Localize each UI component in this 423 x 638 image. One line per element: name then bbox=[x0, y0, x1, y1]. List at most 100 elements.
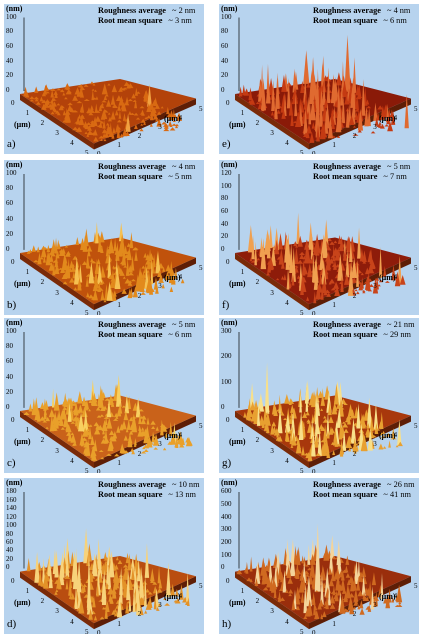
surface-peak bbox=[60, 427, 65, 430]
surface-peak bbox=[127, 272, 135, 276]
surface-peak bbox=[341, 82, 347, 98]
surface-peak bbox=[56, 112, 61, 116]
surface-peak bbox=[80, 102, 85, 113]
surface-peak bbox=[151, 431, 155, 443]
surface-peak bbox=[40, 580, 45, 587]
afm-panel-b: (nm) 100 80 60 40 20 0 Roughness average ~ 4 nm R… bbox=[4, 160, 204, 315]
surface-peak bbox=[185, 571, 190, 604]
surface-peak bbox=[340, 275, 344, 293]
surface-peak bbox=[339, 438, 344, 457]
surface-peak bbox=[56, 239, 60, 250]
surface-peak bbox=[94, 89, 97, 92]
surface-peak bbox=[249, 98, 256, 105]
surface-peak bbox=[340, 577, 346, 591]
surface-peak bbox=[367, 428, 373, 451]
surface-peak bbox=[45, 249, 51, 266]
left-axis-tick-label: 3 bbox=[55, 607, 59, 616]
surface-peak bbox=[59, 89, 65, 93]
right-axis-unit: (μm) bbox=[164, 113, 181, 123]
surface-peak bbox=[60, 267, 66, 273]
surface-peak bbox=[83, 399, 89, 411]
surface-peak bbox=[369, 415, 374, 432]
surface-peak bbox=[113, 608, 118, 613]
surface-peak bbox=[367, 289, 373, 292]
z-axis-tick-label: 0 bbox=[221, 563, 225, 572]
surface-peak bbox=[298, 579, 305, 593]
left-axis-tick-label: 2 bbox=[255, 436, 260, 445]
left-axis-tick-label: 2 bbox=[255, 118, 260, 127]
surface-peak bbox=[134, 438, 137, 446]
surface-peak bbox=[168, 120, 173, 126]
surface-peak bbox=[307, 449, 313, 462]
surface-peak bbox=[80, 585, 85, 594]
z-axis-unit: (nm) bbox=[221, 318, 238, 327]
surface-peak bbox=[288, 593, 293, 597]
surface-peak bbox=[126, 569, 131, 601]
surface-peak bbox=[108, 116, 112, 122]
right-axis-tick-label: 0 bbox=[97, 310, 101, 315]
surface-peak bbox=[384, 124, 390, 127]
left-axis-tick-label: 1 bbox=[240, 586, 245, 595]
surface-peak bbox=[72, 95, 79, 101]
surface-peak bbox=[152, 581, 158, 585]
surface-peak bbox=[366, 105, 372, 109]
surface-peak bbox=[374, 423, 379, 434]
surface-peak bbox=[333, 281, 339, 289]
surface-peak bbox=[320, 408, 324, 411]
surface-peak bbox=[107, 588, 113, 595]
surface-peak bbox=[107, 439, 114, 452]
surface-peak bbox=[315, 284, 322, 300]
surface-peak bbox=[62, 119, 67, 123]
surface-peak bbox=[313, 267, 319, 290]
surface-peak bbox=[353, 448, 357, 454]
surface-peak bbox=[320, 394, 326, 406]
z-axis-tick-label: 120 bbox=[221, 168, 232, 177]
z-axis-tick-label: 40 bbox=[6, 56, 13, 65]
surface-peak bbox=[150, 568, 155, 582]
surface-peak bbox=[320, 234, 327, 259]
surface-peak bbox=[74, 584, 78, 609]
surface-peak bbox=[118, 110, 122, 119]
surface-peak bbox=[243, 411, 247, 418]
surface-peak bbox=[71, 400, 76, 403]
surface-peak bbox=[254, 241, 257, 266]
surface-peak bbox=[379, 432, 384, 436]
surface-peak bbox=[134, 98, 138, 109]
surface-peak bbox=[376, 117, 382, 121]
surface-peak bbox=[128, 592, 132, 612]
surface-peak bbox=[248, 416, 252, 421]
surface-peak bbox=[55, 589, 59, 592]
left-axis-unit: (μm) bbox=[229, 119, 246, 129]
surface-peak bbox=[271, 80, 276, 111]
surface-peak bbox=[94, 115, 101, 122]
left-axis-unit: (μm) bbox=[229, 279, 246, 289]
roughness-average-label: Roughness average bbox=[313, 480, 381, 489]
surface-peak bbox=[80, 435, 84, 447]
surface-peak bbox=[169, 124, 173, 128]
surface-peak bbox=[319, 121, 326, 140]
right-axis-tick-label: 4 bbox=[393, 430, 398, 439]
surface-peak bbox=[324, 109, 329, 134]
roughness-average-label: Roughness average bbox=[98, 162, 166, 171]
surface-wall-left bbox=[235, 411, 309, 469]
surface-peak bbox=[110, 400, 115, 407]
surface-peak bbox=[156, 118, 162, 127]
right-axis-tick-label: 2 bbox=[137, 610, 142, 619]
surface-peak bbox=[123, 410, 129, 421]
surface-peak bbox=[302, 421, 306, 438]
surface-peak bbox=[113, 574, 120, 589]
surface-peak bbox=[50, 88, 55, 92]
surface-peak bbox=[285, 589, 289, 594]
surface-peak bbox=[322, 274, 327, 294]
surface-peak bbox=[397, 255, 402, 284]
surface-peak bbox=[382, 446, 387, 449]
surface-peak bbox=[291, 421, 296, 442]
surface-peak bbox=[290, 445, 294, 448]
surface-peak bbox=[286, 77, 291, 109]
surface-peak bbox=[77, 276, 82, 291]
surface-peak bbox=[110, 276, 116, 282]
right-axis-tick-label: 3 bbox=[158, 601, 162, 609]
surface-peak bbox=[391, 428, 396, 437]
surface-peak bbox=[115, 242, 120, 261]
surface-peak bbox=[343, 248, 347, 261]
